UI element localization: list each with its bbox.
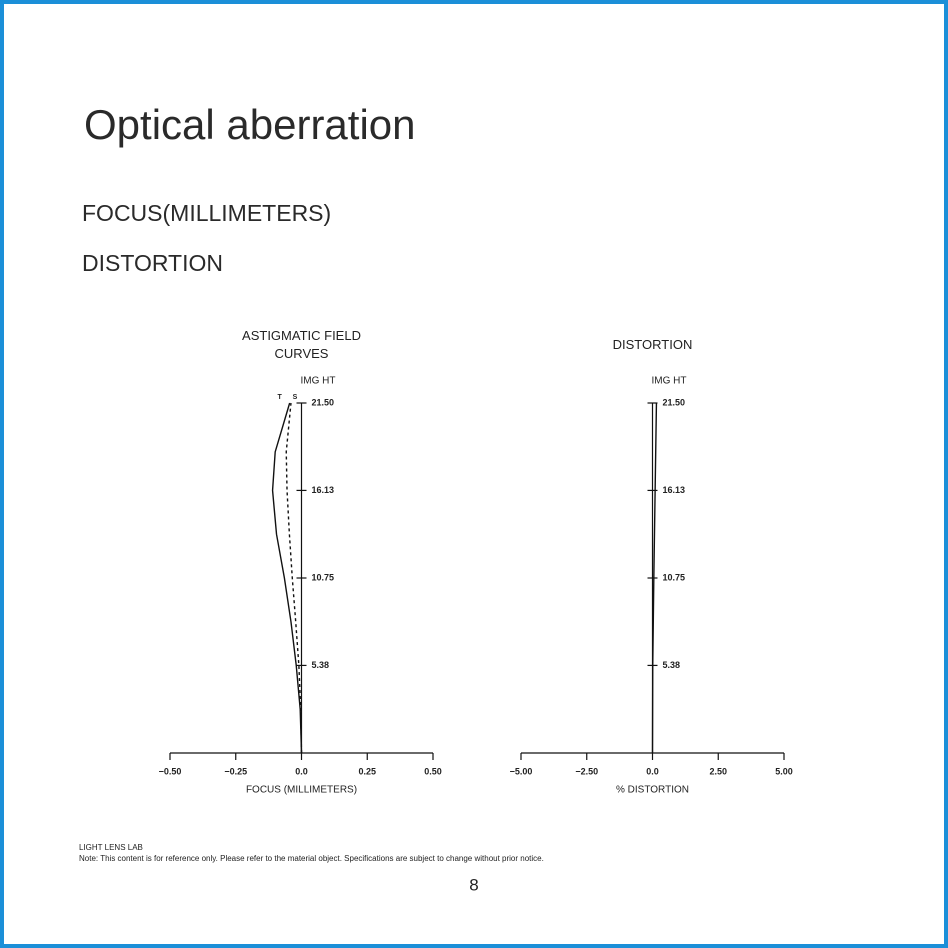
x-tick-label: −0.50 [159,766,182,776]
heading: FOCUS(MILLIMETERS) [82,200,331,226]
series-line [285,402,303,754]
legend-entry: S [293,394,298,401]
series-line [651,402,658,754]
x-tick-label: 5.00 [775,766,793,776]
y-axis-label: IMG HT [652,376,687,387]
series-line [271,402,303,754]
y-tick-label: 16.13 [312,485,335,495]
x-tick-label: −5.00 [510,766,533,776]
y-tick-label: 5.38 [663,660,681,670]
footer-brand: LIGHT LENS LAB [79,843,143,852]
x-tick-label: −0.25 [224,766,247,776]
y-tick-label: 10.75 [663,572,686,582]
y-axis-label: IMG HT [301,376,336,387]
x-tick-label: 0.50 [424,766,442,776]
y-tick-label: 21.50 [312,397,335,407]
x-tick-label: 0.0 [646,766,659,776]
chart-title: DISTORTION [612,337,693,352]
footer-note: Note: This content is for reference only… [79,854,544,863]
chart-title-box: DISTORTION [612,337,693,352]
y-tick-label: 10.75 [312,572,335,582]
y-tick-label: 21.50 [663,397,686,407]
x-axis-label: % DISTORTION [616,785,689,796]
y-tick-label: 16.13 [663,485,686,495]
x-tick-label: 0.0 [295,766,308,776]
chart-title-box: ASTIGMATIC FIELD CURVES [242,328,361,361]
page-title: Optical aberration [84,101,416,148]
x-axis-label: FOCUS (MILLIMETERS) [246,785,357,796]
chart-title: ASTIGMATIC FIELD CURVES [242,328,361,361]
heading: DISTORTION [82,250,223,276]
legend-entry: T [278,394,283,401]
x-tick-label: −2.50 [575,766,598,776]
x-tick-label: 0.25 [358,766,376,776]
page-number: 8 [469,875,478,894]
x-tick-label: 2.50 [709,766,727,776]
y-tick-label: 5.38 [312,660,330,670]
